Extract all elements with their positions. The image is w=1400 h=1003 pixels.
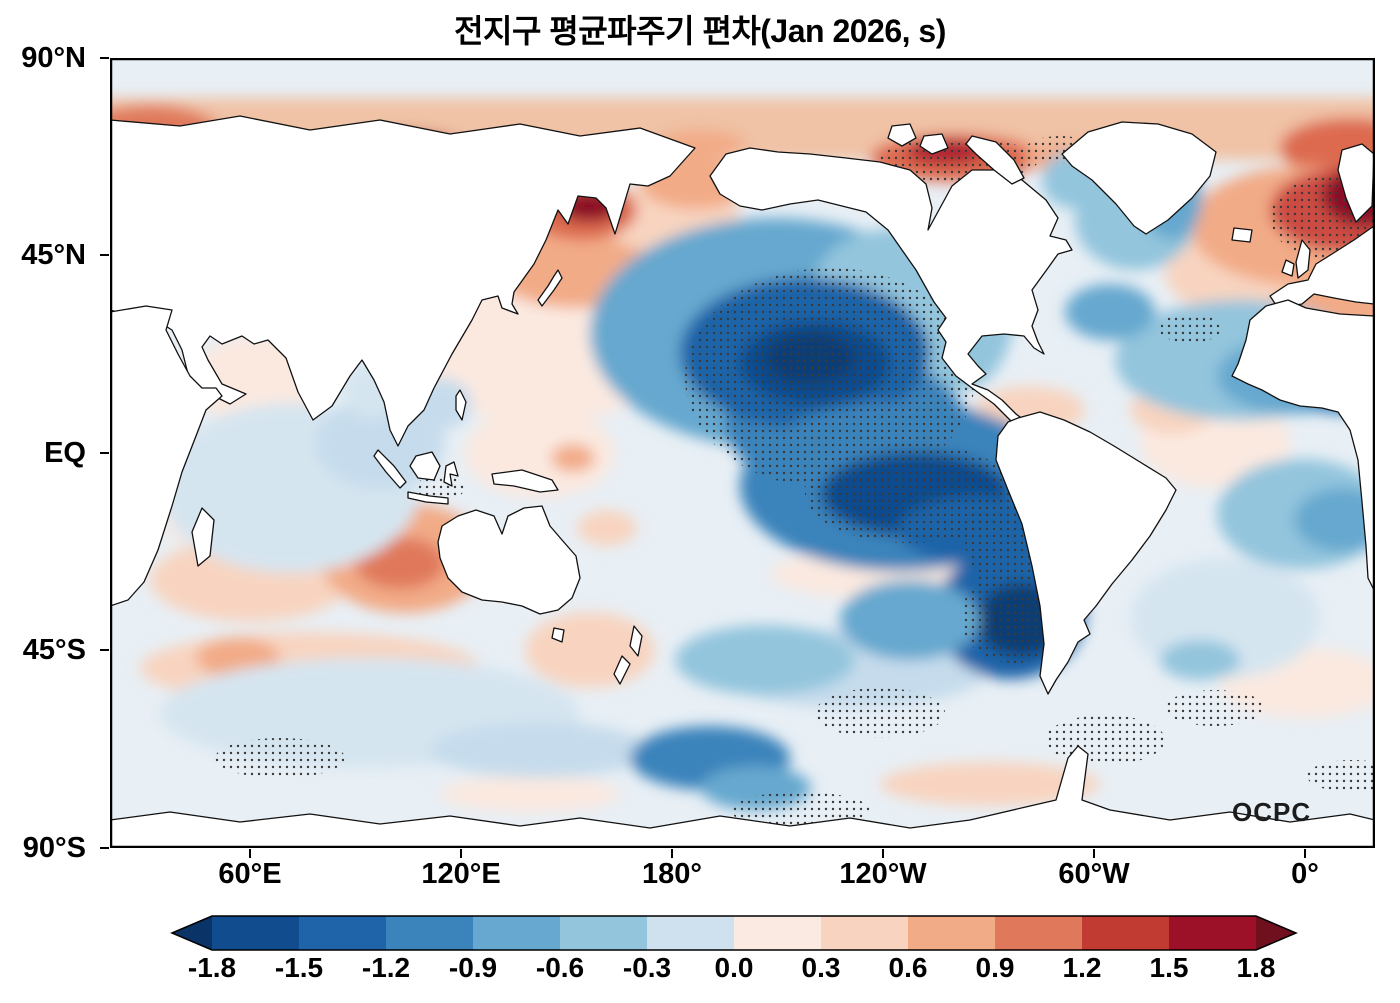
landmass-australia	[437, 505, 581, 615]
colorbar-segment	[1169, 916, 1256, 950]
colorbar-tick-label: -0.9	[448, 952, 498, 983]
colorbar-segment	[734, 916, 821, 950]
y-axis-tick	[100, 649, 109, 651]
colorbar-segment	[908, 916, 995, 950]
colorbar-tick-labels: -1.8 -1.5 -1.2 -0.9 -0.6 -0.3 0.0 0.3 0.6 0.9 1.2 1…	[170, 952, 1300, 992]
landmass-antarctica	[110, 745, 1375, 848]
colorbar-tick-label: 1.5	[1149, 952, 1189, 983]
landmass-greenland	[1061, 121, 1217, 235]
colorbar-tick-label: 1.8	[1236, 952, 1276, 983]
x-axis-tick	[882, 849, 884, 858]
colorbar-tick-label: 0.3	[801, 952, 841, 983]
colorbar-segment	[995, 916, 1082, 950]
colorbar-tick-label: 0.0	[714, 952, 754, 983]
lon-tick-label: 0°	[1291, 858, 1319, 890]
lon-tick-label: 120°E	[421, 858, 501, 890]
y-axis-tick	[100, 452, 109, 454]
x-axis-tick	[671, 849, 673, 858]
lat-tick-label: 45°N	[21, 239, 86, 271]
y-axis-tick	[100, 57, 109, 59]
landmass-baffin	[965, 135, 1025, 185]
map-figure: OCPC	[109, 57, 1376, 849]
colorbar-segment	[299, 916, 386, 950]
colorbar-tick-label: -1.5	[274, 952, 324, 983]
landmass-eurasia	[110, 115, 696, 447]
x-axis-tick	[1304, 849, 1306, 858]
source-watermark: OCPC	[1232, 797, 1312, 827]
chart-title: 전지구 평균파주기 편차(Jan 2026, s)	[454, 13, 946, 49]
map-plot	[109, 57, 1376, 849]
landmass-arctic-island-2	[919, 133, 949, 155]
x-axis-tick	[1093, 849, 1095, 858]
colorbar	[170, 915, 1298, 951]
colorbar-tick-label: 1.2	[1062, 952, 1102, 983]
colorbar-tick-label: -1.8	[187, 952, 237, 983]
lon-tick-label: 60°W	[1058, 858, 1130, 890]
landmass-philippines	[455, 389, 467, 421]
lon-tick-label: 180°	[642, 858, 702, 890]
landmass-madagascar	[191, 507, 215, 567]
lat-tick-label: 90°S	[22, 832, 86, 864]
landmass-sulawesi	[443, 461, 459, 487]
lat-tick-label: EQ	[44, 437, 86, 469]
colorbar-segment	[386, 916, 473, 950]
y-axis-tick	[100, 847, 109, 849]
landmass-new-zealand-south	[613, 655, 631, 685]
colorbar-segment	[212, 916, 299, 950]
landmass-scandinavia	[1337, 143, 1375, 223]
lon-axis-labels: 60°E 120°E 180° 120°W 60°W 0°	[0, 858, 1400, 898]
x-axis-tick	[460, 849, 462, 858]
x-axis-tick	[249, 849, 251, 858]
colorbar-tick-label: -1.2	[361, 952, 411, 983]
landmass-java	[407, 491, 449, 505]
landmass-japan	[537, 269, 563, 307]
landmass-new-guinea	[491, 469, 559, 493]
landmass-africa-west	[1231, 299, 1375, 591]
map-border	[109, 57, 1376, 849]
landmass-south-america	[995, 411, 1177, 695]
lat-tick-label: 90°N	[21, 42, 86, 74]
landmass-ireland	[1281, 259, 1295, 277]
colorbar-tick-label: -0.3	[622, 952, 672, 983]
colorbar-segment	[1082, 916, 1169, 950]
colorbar-segment	[821, 916, 908, 950]
continents	[110, 115, 1375, 848]
landmass-arctic-island-1	[887, 123, 917, 147]
landmass-iceland	[1231, 227, 1253, 243]
lat-axis-labels: 90°N 45°N EQ 45°S 90°S	[0, 0, 98, 1003]
landmass-sumatra	[373, 449, 407, 489]
colorbar-segment	[473, 916, 560, 950]
landmass-uk	[1295, 239, 1311, 279]
colorbar-left-arrow	[172, 916, 212, 950]
colorbar-right-arrow	[1256, 916, 1296, 950]
landmass-europe	[1269, 225, 1375, 309]
y-axis-tick	[100, 254, 109, 256]
colorbar-segment	[560, 916, 647, 950]
colorbar-outline	[170, 915, 1298, 951]
colorbar-tick-label: 0.6	[888, 952, 928, 983]
landmass-borneo	[409, 451, 441, 481]
landmass-new-zealand-north	[629, 625, 643, 657]
colorbar-tick-label: -0.6	[535, 952, 585, 983]
lon-tick-label: 120°W	[839, 858, 927, 890]
landmass-africa-east	[110, 305, 223, 607]
lon-tick-label: 60°E	[218, 858, 282, 890]
lat-tick-label: 45°S	[22, 634, 86, 666]
landmass-north-america	[709, 147, 1073, 425]
colorbar-tick-label: 0.9	[975, 952, 1015, 983]
colorbar-segment	[647, 916, 734, 950]
landmass-tasmania	[551, 627, 565, 643]
